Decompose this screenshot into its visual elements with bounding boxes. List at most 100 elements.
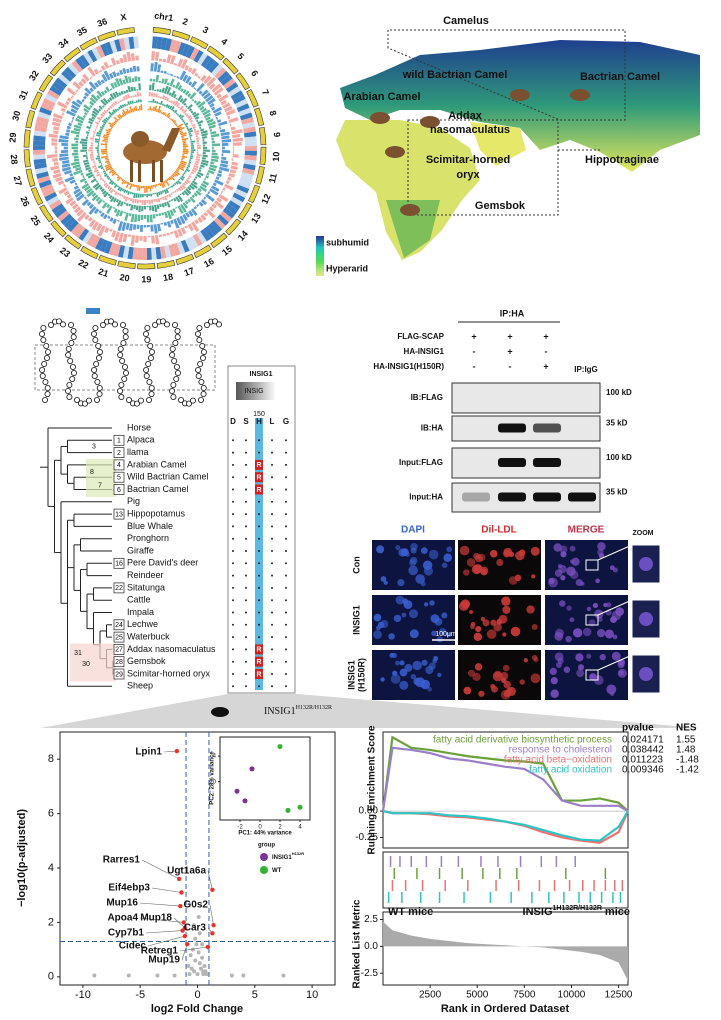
chromosome-label: 18 [162, 272, 174, 284]
residue-dot [232, 636, 234, 639]
residue-dot [271, 439, 273, 442]
scale-label: 100μm [435, 631, 457, 638]
track-bar [95, 126, 98, 129]
track-bar [109, 228, 113, 232]
track-cell [95, 45, 106, 59]
hippotraginae-box [407, 119, 559, 216]
residue-dot [232, 660, 234, 663]
track-cell [204, 57, 216, 71]
row-label: (H150R) [356, 658, 366, 692]
track-bar [100, 143, 108, 146]
track-bar [120, 177, 123, 180]
mutation-box [255, 656, 263, 667]
cell [473, 632, 482, 642]
track-cell [100, 43, 110, 57]
track-bar [135, 100, 138, 103]
chromosome-label: 36 [96, 16, 109, 29]
track-bar [98, 137, 101, 139]
track-bar [200, 214, 207, 221]
cell [605, 602, 612, 608]
track-bar [121, 179, 126, 185]
track-bar [101, 152, 108, 155]
track-bar [91, 192, 97, 198]
residue-dot [245, 562, 247, 565]
cell [523, 658, 529, 663]
track-bar [157, 197, 161, 203]
track-bar [127, 234, 132, 238]
track-bar [189, 134, 193, 137]
track-bar [95, 180, 99, 183]
pca-point [277, 744, 283, 750]
track-bar [70, 161, 80, 166]
track-bar [109, 196, 115, 203]
residue-dot [271, 488, 273, 491]
track-bar [93, 68, 100, 75]
track-bar [220, 160, 229, 165]
track-bar [98, 130, 103, 134]
point [205, 944, 211, 950]
track-bar [98, 120, 101, 123]
cell [383, 580, 388, 585]
track-cell [40, 102, 54, 112]
cell [610, 616, 617, 624]
track-bar [211, 140, 215, 144]
species-label: Pronghorn [127, 533, 169, 543]
residue [120, 321, 127, 328]
ideogram [137, 263, 156, 270]
track-bar [103, 182, 108, 187]
point [188, 953, 193, 958]
track-bar [106, 203, 110, 209]
track-bar [170, 73, 174, 77]
species-label: Reindeer [127, 570, 164, 580]
track-cell [60, 213, 73, 226]
track-bar [140, 104, 143, 111]
residue-dot [245, 550, 247, 552]
track-cell [210, 220, 223, 233]
cell [380, 677, 385, 682]
track-bar [157, 223, 162, 232]
track-bar [197, 216, 204, 223]
track-bar [182, 147, 187, 149]
node-number: 3 [92, 443, 96, 450]
mutation-label: R [256, 671, 261, 678]
cell [491, 685, 498, 693]
residue-dot [271, 660, 273, 663]
x-tick-label: 10 [306, 989, 318, 1001]
cell [554, 631, 564, 641]
track-bar [155, 74, 160, 83]
track-bar [196, 144, 201, 147]
point [197, 961, 202, 966]
cell [404, 663, 413, 672]
ideogram [235, 72, 251, 91]
gene-label: Mup18 [140, 913, 172, 924]
residue-dot [232, 673, 234, 675]
cell [571, 557, 580, 566]
track-bar [109, 88, 113, 91]
track-bar [180, 160, 188, 164]
residue [66, 393, 73, 400]
residue-dot [258, 513, 260, 516]
track-bar [203, 112, 211, 119]
cell [503, 680, 511, 689]
track-cell [236, 103, 250, 113]
track-bar [169, 231, 174, 235]
ideogram [49, 59, 66, 77]
track-bar [116, 219, 120, 222]
track-bar [210, 161, 215, 165]
cell [390, 674, 401, 684]
track-bar [212, 106, 223, 114]
track-bar [135, 184, 138, 188]
point [92, 973, 97, 978]
residue-dot [232, 451, 234, 454]
track-bar [137, 76, 141, 82]
track-bar [200, 164, 205, 168]
track-bar [155, 93, 158, 98]
legend-label: Hyperarid [326, 263, 368, 273]
residue-dot [245, 439, 247, 442]
cell [410, 673, 417, 680]
track-bar [102, 97, 109, 105]
chromosome-label: 2 [181, 16, 189, 27]
cell [463, 569, 470, 576]
track-bar [221, 150, 231, 154]
track-bar [203, 211, 209, 217]
